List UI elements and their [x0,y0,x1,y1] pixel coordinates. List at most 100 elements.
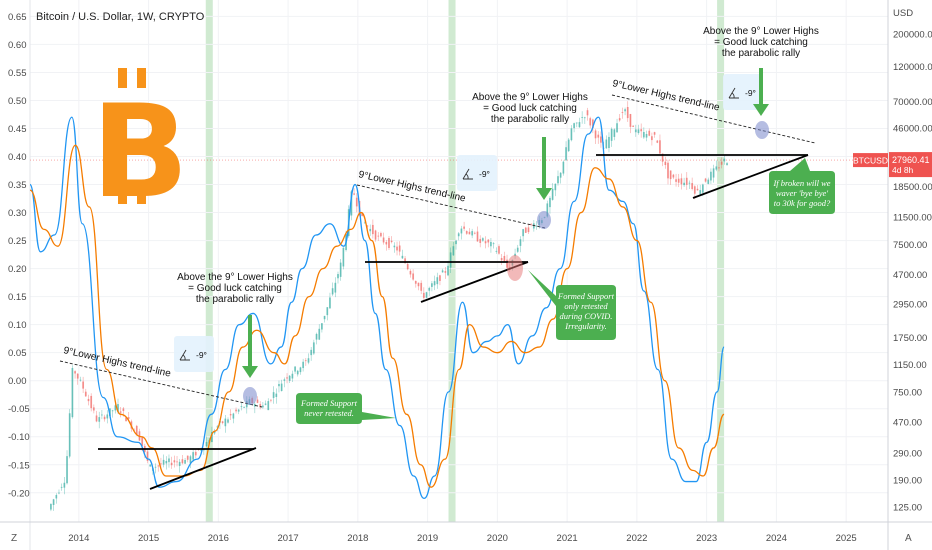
candle-body [473,232,476,234]
candle-body [192,452,195,460]
candle-body [235,409,237,412]
right-tick-14: 290.00 [893,448,922,459]
candle-body [479,238,482,243]
candle-body [532,223,535,229]
candle-body [232,413,235,419]
candle-body [243,406,245,408]
x-tick-2025: 2025 [836,533,857,544]
candle-body [522,229,525,237]
candle-body [704,178,707,182]
candle-body [90,395,93,409]
right-tick-9: 2950.00 [893,300,927,311]
candle-body [264,403,267,405]
candle-body [245,400,248,408]
price-value: 27960.41 [892,155,930,165]
callout-if-broken-box [769,158,835,214]
candle-body [546,203,549,217]
candle-body [535,225,538,227]
candle-body [382,237,385,243]
candle-body [581,117,584,118]
price-value-badge [889,152,932,178]
candle-body [278,384,280,387]
candle-body [173,460,176,463]
candle-body [74,371,76,374]
left-tick-3: 0.50 [8,96,27,107]
right-axis-unit: USD [893,8,913,19]
above-text-3: = Good luck catching [714,37,808,48]
candle-body [181,459,184,464]
candle-body [514,253,516,257]
candle-body [444,271,447,273]
auto-scale-icon: A [905,533,912,544]
candle-body [589,118,592,126]
candle-body [651,136,653,141]
x-tick-2021: 2021 [557,533,578,544]
candle-body [95,415,98,422]
candle-body [52,499,55,505]
candle-body [712,168,715,178]
candle-body [125,417,127,422]
candle-body [672,174,675,178]
x-tick-2015: 2015 [138,533,159,544]
candle-body [626,107,629,119]
breakout-marker-3 [755,121,769,139]
bitcoin-logo-bar-1 [118,68,127,88]
callout-if-broken-text: If broken will we [772,178,830,188]
candle-body [562,161,565,174]
angle-icon [462,168,473,180]
bitcoin-logo-bar-3 [118,186,127,204]
candle-body [460,228,463,234]
candle-body [227,419,229,423]
candle-body [184,459,186,464]
candle-body [608,136,610,149]
candle-body [261,405,264,408]
candle-body [632,125,635,127]
above-text-1: Above the 9° Lower Highs [177,272,293,283]
candle-body [447,265,449,276]
candle-body [92,407,95,411]
candle-body [640,129,643,132]
candle-body [202,449,205,451]
candle-body [726,163,728,166]
candle-body [380,233,382,237]
callout-support-never-text: never retested. [304,408,354,418]
candle-body [707,179,710,184]
candle-body [567,139,570,152]
left-tick-9: 0.20 [8,264,27,275]
callout-support-covid-text: Irregularity. [564,321,606,331]
candle-body [516,247,519,252]
candle-body [146,451,149,461]
candle-body [675,179,677,182]
candle-body [455,240,457,245]
candle-body [659,140,661,154]
candle-body [117,404,119,413]
candle-body [506,259,508,268]
candle-body [82,381,85,389]
log-scale-icon: Z [11,533,17,544]
highlight-band-2 [448,0,456,522]
left-tick-11: 0.10 [8,320,27,331]
breakout-marker-1 [243,387,257,405]
x-tick-2020: 2020 [487,533,508,544]
green-arrow-3-head [753,104,769,116]
above-text-1: = Good luck catching [188,283,282,294]
candle-body [259,404,262,408]
candle-body [355,197,358,207]
candle-body [283,379,286,381]
candle-body [597,134,600,138]
candle-body [463,226,465,229]
candle-body [519,239,522,246]
candle-body [557,176,559,184]
candle-body [60,486,63,488]
candle-body [471,231,474,236]
candle-body [465,231,468,234]
callout-support-never-box [296,393,396,424]
above-text-1: the parabolic rally [196,294,274,305]
candle-body [154,466,157,468]
candle-body [71,368,74,418]
right-tick-5: 18500.00 [893,182,932,193]
candle-body [63,482,66,488]
left-tick-16: -0.15 [8,460,30,471]
right-tick-3: 46000.00 [893,124,932,135]
